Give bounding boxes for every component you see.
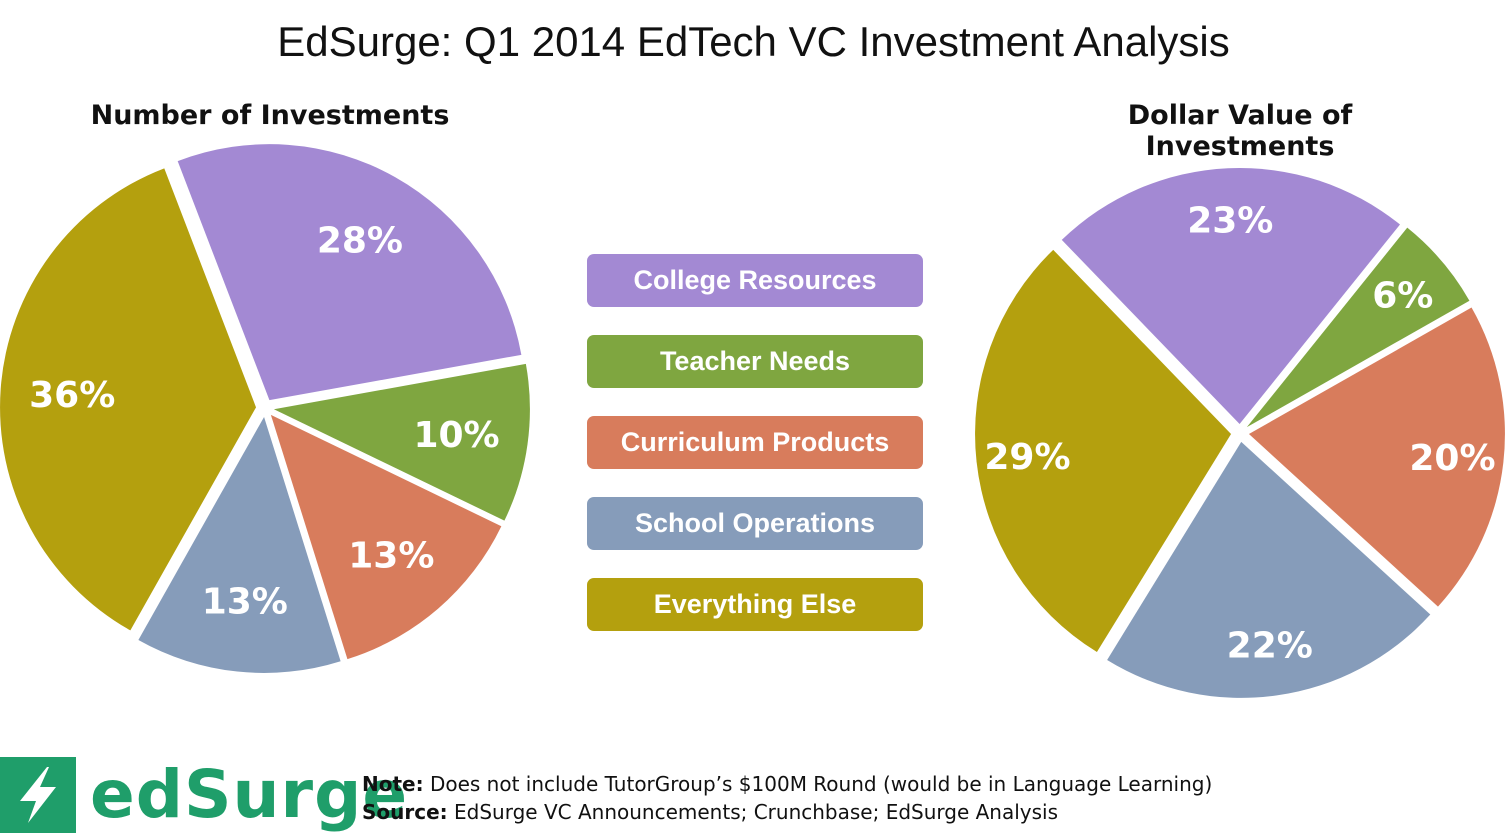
pie-title-number-of-investments: Number of Investments [90,100,450,131]
pie-slice-everything-else [0,168,257,631]
logo-wordmark: edSurge [90,756,409,833]
pie-label-everything-else: 36% [29,375,115,416]
pie-slice-college-resources [177,144,522,401]
pie-slice-teacher-needs [273,363,530,521]
pie-label-teacher-needs: 10% [413,415,499,456]
pie-label-curriculum-products: 20% [1409,438,1495,479]
pie-slice-school-operations [1107,441,1431,698]
source-label: Source: [362,800,448,824]
pie-slice-curriculum-products [270,414,502,660]
pie-label-school-operations: 13% [202,581,288,622]
legend-item-college-resources: College Resources [587,254,923,307]
note-text: Does not include TutorGroup’s $100M Roun… [423,772,1213,796]
source-text: EdSurge VC Announcements; Crunchbase; Ed… [447,800,1059,824]
legend-item-everything-else: Everything Else [587,578,923,631]
footnote-source: Source: EdSurge VC Announcements; Crunch… [362,800,1058,824]
lightning-bolt-icon [0,757,76,833]
pie-slice-teacher-needs [1246,227,1470,428]
note-label: Note: [362,772,424,796]
footnote-note: Note: Does not include TutorGroup’s $100… [362,772,1212,796]
pie-label-everything-else: 29% [984,437,1070,478]
pie-title-dollar-value: Dollar Value of Investments [1127,100,1353,162]
pie-slice-school-operations [138,416,341,673]
pie-slice-college-resources [1061,168,1401,425]
pie-label-college-resources: 28% [317,221,403,262]
legend-item-teacher-needs: Teacher Needs [587,335,923,388]
pie-label-curriculum-products: 13% [348,535,434,576]
legend-item-curriculum-products: Curriculum Products [587,416,923,469]
page-title: EdSurge: Q1 2014 EdTech VC Investment An… [277,18,1230,65]
pie-slice-curriculum-products [1248,307,1505,607]
edsurge-logo: edSurge [0,757,407,833]
pie-label-teacher-needs: 6% [1372,275,1433,316]
pie-slice-everything-else [975,249,1232,653]
pie-label-school-operations: 22% [1227,626,1313,667]
legend-item-school-operations: School Operations [587,497,923,550]
pie-label-college-resources: 23% [1187,200,1273,241]
